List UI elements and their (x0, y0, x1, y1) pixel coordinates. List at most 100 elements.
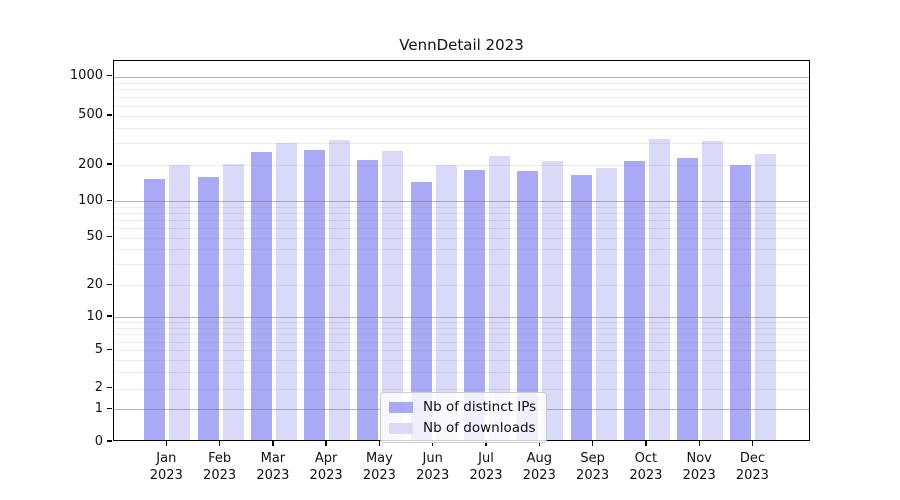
gridline-major (114, 201, 809, 203)
x-tick-mark (325, 441, 327, 446)
y-tick-label: 1 (94, 400, 103, 416)
legend: Nb of distinct IPs Nb of downloads (380, 392, 548, 443)
bar-downloads (329, 140, 351, 440)
x-tick-label: Aug 2023 (511, 450, 567, 484)
x-tick-month: Apr (314, 451, 338, 466)
x-tick-label: Dec 2023 (724, 450, 780, 484)
x-tick-month: Jun (422, 451, 443, 466)
gridline-minor (114, 115, 809, 117)
gridline-minor (114, 264, 809, 266)
x-tick-label: Oct 2023 (618, 450, 674, 484)
x-tick-label: Nov 2023 (671, 450, 727, 484)
gridline-minor (114, 228, 809, 230)
y-tick-mark (107, 114, 112, 116)
x-tick-label: Feb 2023 (192, 450, 248, 484)
y-tick-mark (107, 348, 112, 350)
y-tick-label: 5 (94, 341, 103, 357)
y-tick-label: 50 (86, 229, 103, 245)
bar-distinct-ips (357, 159, 379, 440)
x-tick-year: 2023 (629, 468, 663, 483)
y-tick-label: 10 (86, 308, 103, 324)
gridline-minor (114, 350, 809, 352)
x-tick-month: May (365, 451, 393, 466)
x-tick-mark (218, 441, 221, 446)
gridline-minor (114, 237, 809, 239)
bar-downloads (169, 164, 191, 440)
x-tick-mark (698, 441, 700, 446)
gridline-minor (114, 127, 809, 129)
x-tick-year: 2023 (362, 468, 396, 483)
x-tick-month: Mar (260, 451, 286, 466)
y-tick-mark (107, 74, 112, 77)
gridline-major (114, 317, 809, 318)
gridline-minor (114, 206, 809, 208)
y-tick-label: 200 (78, 156, 103, 172)
y-tick-label: 100 (78, 192, 103, 208)
bar-downloads (595, 167, 617, 440)
gridline-major (114, 76, 809, 78)
gridline-minor (114, 359, 809, 361)
bar-distinct-ips (677, 158, 699, 440)
y-tick-label: 0 (94, 433, 103, 449)
x-tick-month: Oct (634, 451, 658, 466)
y-tick-mark (107, 387, 112, 389)
plot-area: Nb of distinct IPs Nb of downloads (113, 60, 810, 443)
x-tick-label: Jul 2023 (458, 450, 514, 484)
x-tick-label: May 2023 (351, 450, 407, 484)
x-tick-label: Jun 2023 (405, 450, 461, 484)
y-tick-mark (107, 199, 112, 201)
x-tick-year: 2023 (309, 468, 343, 483)
gridline-minor (114, 96, 809, 98)
y-tick-mark (107, 315, 112, 317)
legend-label-distinct-ips: Nb of distinct IPs (423, 399, 537, 415)
bar-distinct-ips (304, 149, 326, 440)
bar-downloads (222, 163, 244, 440)
x-tick-label: Sep 2023 (565, 450, 621, 484)
gridline-minor (114, 334, 809, 336)
y-tick-label: 1000 (69, 68, 103, 84)
x-tick-mark (432, 441, 434, 446)
gridline-minor (114, 388, 809, 390)
bar-distinct-ips (250, 151, 272, 440)
y-tick-mark (107, 283, 112, 286)
x-tick-year: 2023 (735, 468, 769, 483)
x-tick-mark (272, 441, 274, 446)
gridline-minor (114, 89, 809, 91)
bar-downloads (382, 150, 404, 440)
x-tick-mark (165, 441, 167, 446)
gridline-minor (114, 322, 809, 324)
legend-item-downloads: Nb of downloads (389, 420, 536, 436)
bar-distinct-ips (570, 174, 592, 440)
bar-downloads (435, 165, 457, 440)
y-tick-mark (107, 440, 112, 442)
legend-swatch-downloads (389, 422, 413, 434)
x-tick-month: Nov (686, 451, 712, 466)
x-tick-year: 2023 (149, 468, 183, 483)
y-tick-label: 500 (78, 107, 103, 123)
y-tick-label: 2 (94, 380, 103, 396)
bar-downloads (755, 153, 777, 440)
x-tick-month: Jan (156, 451, 177, 466)
bar-distinct-ips (410, 181, 432, 440)
x-tick-label: Mar 2023 (245, 450, 301, 484)
bar-downloads (702, 140, 724, 440)
gridline-minor (114, 371, 809, 373)
x-tick-year: 2023 (682, 468, 716, 483)
x-tick-year: 2023 (416, 468, 450, 483)
x-tick-mark (378, 441, 381, 446)
bar-downloads (489, 156, 510, 440)
legend-swatch-distinct-ips (389, 401, 413, 413)
chart-title: VennDetail 2023 (399, 36, 524, 54)
bar-distinct-ips (517, 171, 539, 440)
bar-downloads (275, 142, 297, 440)
x-tick-year: 2023 (256, 468, 290, 483)
x-tick-month: Jul (478, 451, 494, 466)
legend-label-downloads: Nb of downloads (423, 420, 536, 436)
x-tick-month: Feb (208, 451, 232, 466)
gridline-minor (114, 165, 809, 166)
x-tick-year: 2023 (576, 468, 610, 483)
x-tick-label: Jan 2023 (138, 450, 194, 484)
x-tick-mark (751, 441, 754, 446)
gridline-minor (114, 285, 809, 287)
